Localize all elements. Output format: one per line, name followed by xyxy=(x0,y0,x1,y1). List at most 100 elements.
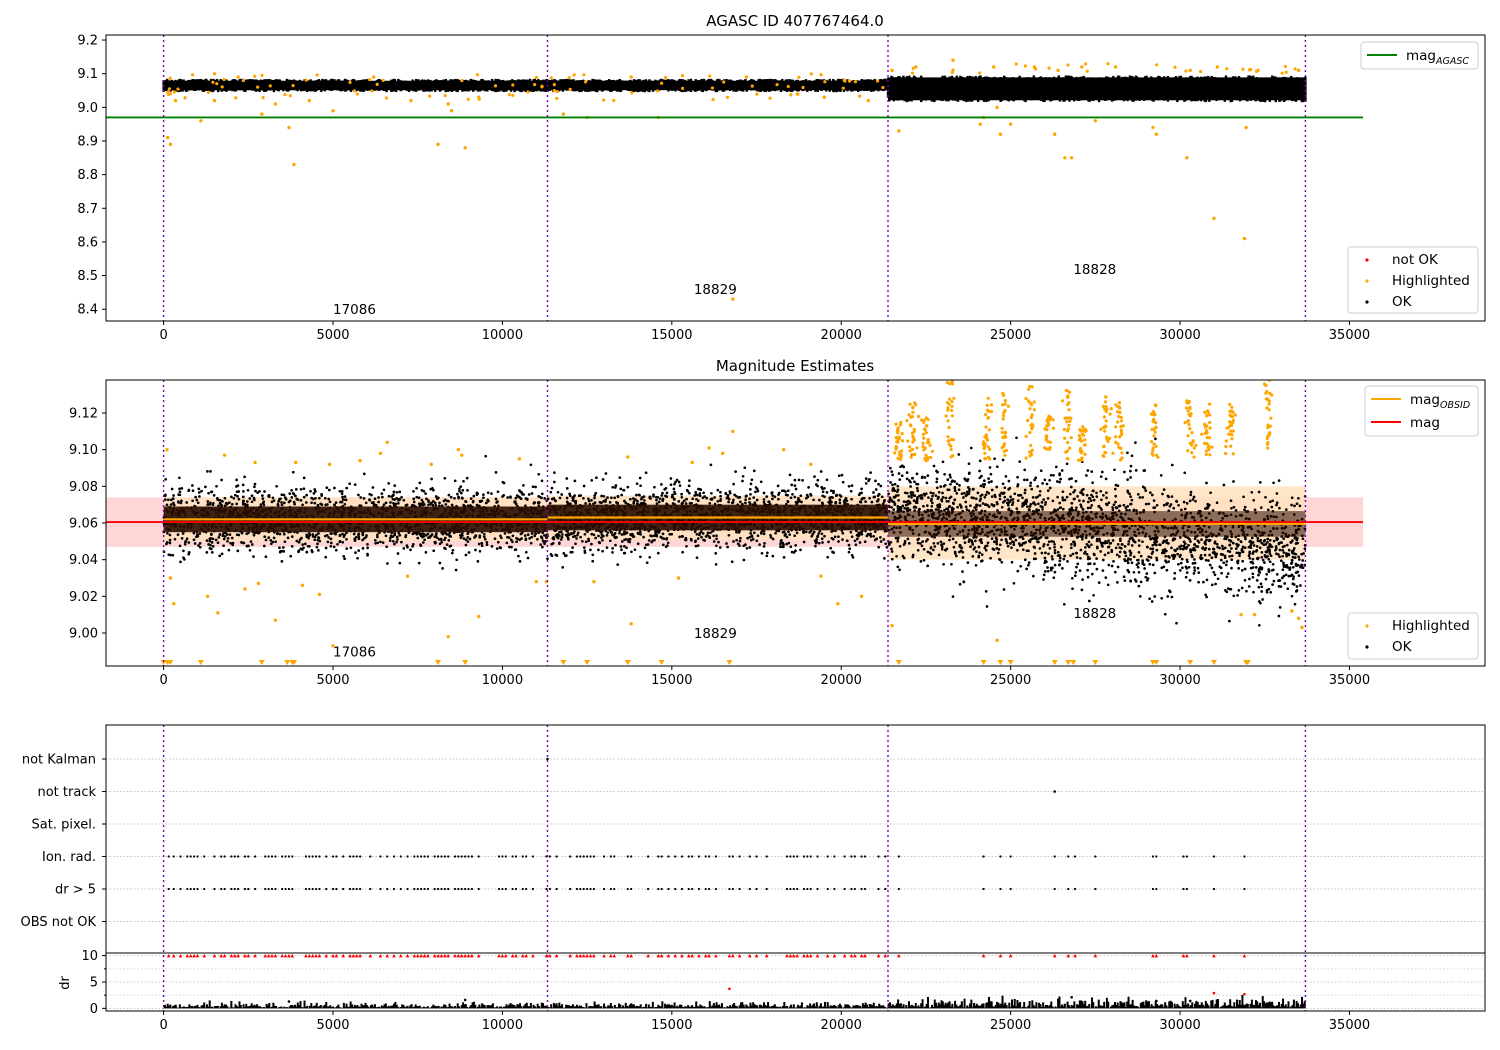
ok-point xyxy=(926,474,930,477)
highlighted-point xyxy=(847,79,852,83)
ok-point xyxy=(625,546,628,550)
ok-point xyxy=(310,550,314,554)
highlighted-point xyxy=(612,98,616,103)
highlighted-point xyxy=(352,89,357,93)
ok-point xyxy=(1107,563,1111,567)
ok-point xyxy=(582,496,585,500)
ok-point xyxy=(637,532,640,536)
ok-point xyxy=(1079,503,1083,507)
ok-point xyxy=(543,534,546,537)
ok-point xyxy=(618,476,622,479)
ok-point xyxy=(263,490,266,493)
ok-point xyxy=(1252,498,1256,502)
highlighted-point xyxy=(561,112,566,116)
ok-point xyxy=(698,492,702,495)
ok-point xyxy=(606,531,610,534)
ok-point xyxy=(1095,557,1098,560)
ok-point xyxy=(660,536,664,540)
ok-point xyxy=(205,539,209,542)
ok-point xyxy=(693,530,697,534)
ok-point xyxy=(760,551,764,555)
ok-point xyxy=(1193,561,1197,565)
ok-point xyxy=(816,535,819,539)
highlighted-point xyxy=(1155,63,1159,67)
ok-point xyxy=(422,489,426,493)
ok-point xyxy=(416,536,420,540)
ok-point xyxy=(248,497,252,500)
ok-point xyxy=(953,489,957,493)
ok-point xyxy=(417,496,421,500)
ok-point xyxy=(827,540,830,544)
ok-point xyxy=(804,530,808,534)
ok-point xyxy=(710,498,714,501)
ok-point xyxy=(604,498,608,502)
ok-point xyxy=(587,537,590,541)
ok-point xyxy=(530,535,533,539)
ok-point xyxy=(855,537,859,541)
highlighted-point xyxy=(995,105,999,110)
ok-point xyxy=(374,541,377,545)
ok-point xyxy=(565,496,569,500)
ok-point xyxy=(312,492,316,495)
ok-point xyxy=(226,537,230,540)
highlighted-point xyxy=(768,96,772,100)
ok-point xyxy=(954,541,958,544)
ok-point xyxy=(233,493,237,497)
ok-point xyxy=(817,532,821,535)
ok-point xyxy=(390,531,394,535)
ok-point xyxy=(326,540,330,544)
ok-point xyxy=(1223,546,1227,550)
highlighted-point xyxy=(234,96,238,100)
ok-point xyxy=(1093,562,1096,566)
ok-point xyxy=(518,560,522,563)
ok-point xyxy=(1006,544,1010,548)
ok-point xyxy=(694,493,698,497)
ok-point xyxy=(821,541,824,544)
ok-point xyxy=(223,535,227,538)
ok-point xyxy=(217,536,221,539)
highlighted-point xyxy=(287,125,291,130)
ok-point xyxy=(640,497,643,501)
ok-point xyxy=(1215,542,1219,546)
ok-point xyxy=(1267,557,1271,561)
highlighted-point xyxy=(331,109,335,113)
ok-point xyxy=(1210,583,1214,587)
ok-point xyxy=(590,479,594,482)
highlighted-point xyxy=(797,75,801,79)
highlighted-point xyxy=(890,68,894,73)
highlighted-point xyxy=(1283,64,1287,69)
ok-point xyxy=(986,541,990,545)
ok-point xyxy=(376,535,379,539)
highlighted-point xyxy=(1069,156,1074,160)
ok-point xyxy=(674,480,677,484)
ok-point xyxy=(298,538,302,541)
ok-point xyxy=(771,537,775,541)
highlighted-point xyxy=(384,96,389,100)
ok-point xyxy=(341,498,345,501)
ok-point xyxy=(1272,481,1275,485)
ok-point xyxy=(1272,579,1276,583)
ok-point xyxy=(908,508,912,512)
ok-point xyxy=(395,490,399,494)
ok-point xyxy=(1187,565,1191,569)
highlighted-point xyxy=(710,86,715,90)
ok-point xyxy=(698,494,702,498)
ok-point xyxy=(444,503,448,506)
ok-point xyxy=(411,545,414,548)
ok-point xyxy=(499,536,503,540)
ok-point xyxy=(384,534,388,538)
ok-point xyxy=(895,554,898,558)
ok-point xyxy=(830,495,833,499)
ok-point xyxy=(749,538,753,542)
ok-point xyxy=(366,546,369,550)
ok-point xyxy=(735,530,738,534)
ok-point xyxy=(1301,537,1305,541)
ok-point xyxy=(835,493,839,497)
ok-point xyxy=(197,487,201,491)
ok-point xyxy=(364,501,368,505)
ok-point xyxy=(1059,545,1063,549)
ok-point xyxy=(196,501,200,505)
ok-point xyxy=(1123,470,1126,474)
ok-point xyxy=(1257,490,1261,494)
ok-point xyxy=(920,476,924,480)
